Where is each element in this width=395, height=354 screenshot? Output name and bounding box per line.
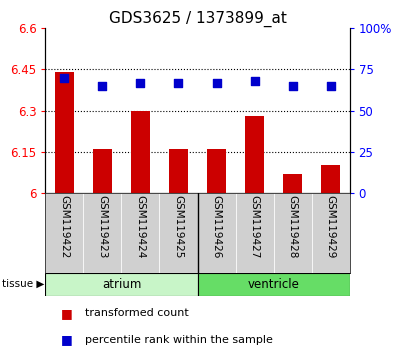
Point — [137, 80, 144, 85]
Text: GSM119429: GSM119429 — [325, 195, 336, 259]
Bar — [198, 273, 350, 296]
Point — [61, 75, 68, 81]
Bar — [198, 193, 235, 273]
Text: percentile rank within the sample: percentile rank within the sample — [85, 335, 273, 345]
Text: GSM119426: GSM119426 — [211, 195, 222, 259]
Bar — [169, 149, 188, 193]
Bar — [321, 166, 340, 193]
Bar — [83, 193, 122, 273]
Text: GSM119422: GSM119422 — [59, 195, 70, 259]
Text: tissue ▶: tissue ▶ — [2, 279, 44, 289]
Text: GSM119425: GSM119425 — [173, 195, 184, 259]
Text: GSM119423: GSM119423 — [98, 195, 107, 259]
Point — [290, 83, 296, 89]
Point — [175, 80, 182, 85]
Text: transformed count: transformed count — [85, 308, 189, 318]
Bar — [122, 193, 160, 273]
Text: ■: ■ — [61, 333, 73, 346]
Bar — [273, 193, 312, 273]
Bar — [160, 193, 198, 273]
Bar — [235, 193, 274, 273]
Bar — [45, 193, 83, 273]
Point — [327, 83, 334, 89]
Bar — [45, 273, 198, 296]
Point — [251, 78, 258, 84]
Bar — [55, 72, 74, 193]
Bar — [283, 174, 302, 193]
Bar — [207, 149, 226, 193]
Bar — [245, 116, 264, 193]
Point — [99, 83, 105, 89]
Text: atrium: atrium — [102, 278, 141, 291]
Bar — [131, 111, 150, 193]
Bar — [312, 193, 350, 273]
Text: GSM119427: GSM119427 — [250, 195, 260, 259]
Point — [213, 80, 220, 85]
Text: ■: ■ — [61, 307, 73, 320]
Title: GDS3625 / 1373899_at: GDS3625 / 1373899_at — [109, 11, 286, 27]
Text: GSM119428: GSM119428 — [288, 195, 297, 259]
Bar — [93, 149, 112, 193]
Text: ventricle: ventricle — [248, 278, 299, 291]
Text: GSM119424: GSM119424 — [135, 195, 145, 259]
